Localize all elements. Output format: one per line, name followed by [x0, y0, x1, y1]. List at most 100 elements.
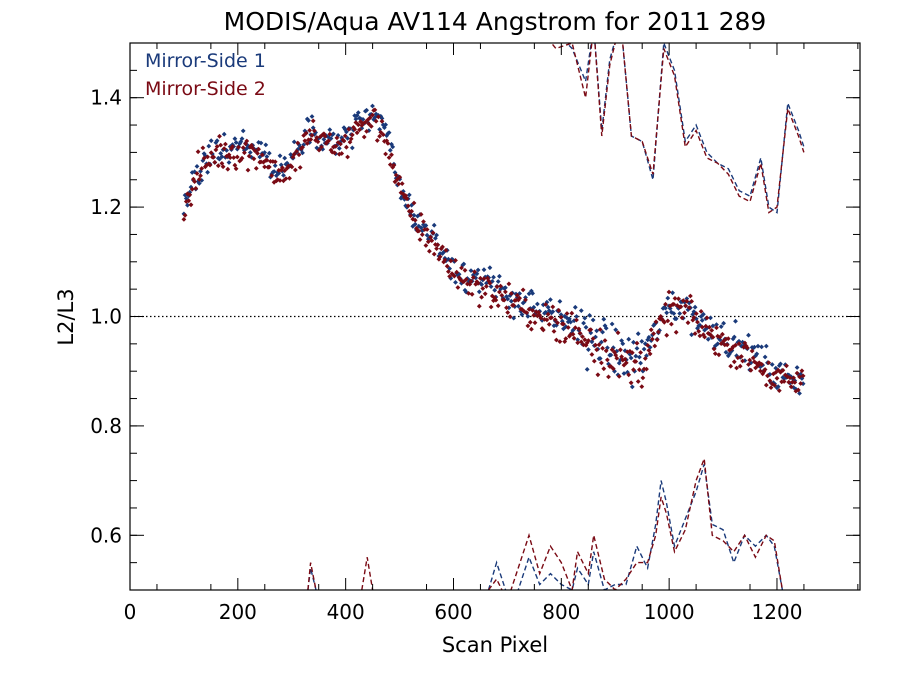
mirror-side-2-point [363, 119, 368, 125]
mirror-side-1-point [392, 170, 398, 175]
mirror-side-1-point [218, 151, 224, 156]
mirror-side-2-point [463, 277, 469, 282]
mirror-side-2-point [391, 162, 397, 168]
mirror-side-1-point [383, 122, 388, 128]
mirror-side-2-point [634, 340, 640, 346]
mirror-side-1-point [505, 296, 511, 302]
mirror-side-2-point [427, 248, 432, 254]
mirror-side-1-point [200, 158, 206, 163]
mirror-side-2-upper-envelope [550, 43, 805, 214]
mirror-side-1-point [224, 148, 229, 153]
mirror-side-2-point [784, 363, 789, 369]
mirror-side-2-point [686, 305, 692, 310]
mirror-side-2-point [434, 246, 439, 251]
mirror-side-2-point [758, 368, 763, 374]
mirror-side-2-point [780, 367, 786, 373]
mirror-side-2-point [282, 168, 288, 173]
mirror-side-2-point [768, 385, 774, 390]
mirror-side-2-point [308, 137, 314, 142]
mirror-side-2-point [504, 305, 509, 311]
mirror-side-1-point [606, 361, 611, 367]
mirror-side-1-point [495, 279, 501, 284]
mirror-side-2-point [437, 254, 443, 260]
mirror-side-2-point [591, 358, 597, 364]
mirror-side-2-point [511, 302, 517, 308]
mirror-side-2-point [469, 291, 475, 297]
mirror-side-2-point [582, 337, 588, 343]
mirror-side-2-point [204, 162, 209, 168]
mirror-side-1-point [434, 232, 439, 238]
mirror-side-1-point [398, 195, 404, 201]
mirror-side-2-point [408, 213, 413, 219]
mirror-side-2-point [792, 380, 798, 385]
mirror-side-1-point [271, 169, 277, 174]
x-tick-label: 400 [327, 600, 365, 624]
mirror-side-2-point [322, 133, 328, 139]
mirror-side-2-point [656, 329, 661, 335]
mirror-side-2-point [188, 202, 194, 208]
mirror-side-2-point [641, 366, 647, 372]
mirror-side-1-point [665, 295, 671, 301]
mirror-side-2-point [418, 212, 424, 217]
mirror-side-2-point [364, 129, 369, 134]
mirror-side-2-point [482, 291, 488, 297]
mirror-side-1-point [328, 136, 334, 141]
mirror-side-1-point [504, 294, 509, 299]
mirror-side-2-point [596, 342, 602, 348]
mirror-side-2-point [412, 217, 418, 223]
mirror-side-2-point [297, 165, 303, 170]
mirror-side-2-point [728, 363, 734, 369]
mirror-side-1-point [213, 140, 219, 145]
x-axis-label: Scan Pixel [442, 633, 548, 657]
mirror-side-2-point [342, 133, 348, 139]
mirror-side-2-point [711, 346, 717, 352]
mirror-side-2-point [586, 338, 591, 343]
mirror-side-1-point [646, 334, 652, 340]
mirror-side-1-point [492, 287, 498, 293]
mirror-side-2-point [250, 145, 256, 151]
mirror-side-1-point [525, 313, 531, 319]
mirror-side-2-point [300, 145, 305, 150]
mirror-side-2-point [508, 291, 514, 296]
mirror-side-1-point [608, 352, 614, 358]
mirror-side-1-point [769, 362, 775, 367]
mirror-side-2-point [517, 295, 522, 301]
mirror-side-2-point [494, 284, 500, 290]
legend-entry-mirror-side-2: Mirror-Side 2 [145, 78, 266, 100]
mirror-side-1-point [583, 324, 589, 330]
mirror-side-2-point [307, 128, 312, 133]
mirror-side-2-point [799, 368, 805, 374]
mirror-side-2-point [404, 196, 410, 202]
mirror-side-2-point [557, 339, 563, 344]
mirror-side-2-point [507, 314, 513, 320]
mirror-side-2-point [766, 360, 772, 366]
mirror-side-2-point [269, 173, 275, 178]
mirror-side-1-point [341, 125, 347, 130]
mirror-side-2-point [346, 126, 352, 132]
mirror-side-1-point [511, 315, 517, 321]
mirror-side-2-point [545, 311, 551, 317]
mirror-side-1-point [355, 110, 361, 115]
mirror-side-2-point [702, 334, 707, 340]
mirror-side-2-point [716, 352, 722, 358]
mirror-side-1-point [431, 222, 437, 228]
mirror-side-2-point [447, 274, 452, 279]
mirror-side-2-point [392, 179, 398, 185]
mirror-side-2-point [234, 154, 240, 160]
mirror-side-2-point [256, 146, 261, 152]
mirror-side-2-point [444, 263, 450, 269]
mirror-side-2-point [218, 142, 224, 148]
mirror-side-2-point [717, 334, 723, 340]
mirror-side-1-point [327, 127, 333, 133]
mirror-side-2-point [212, 159, 218, 165]
mirror-side-1-point [440, 251, 445, 256]
mirror-side-2-point [236, 144, 241, 150]
mirror-side-1-point [208, 138, 214, 144]
mirror-side-2-point [603, 348, 609, 354]
mirror-side-2-point [344, 144, 349, 150]
mirror-side-2-point [268, 159, 273, 164]
mirror-side-2-point [385, 141, 391, 146]
mirror-side-2-point [495, 303, 501, 309]
mirror-side-2-point [352, 126, 358, 132]
mirror-side-1-point [239, 136, 245, 142]
